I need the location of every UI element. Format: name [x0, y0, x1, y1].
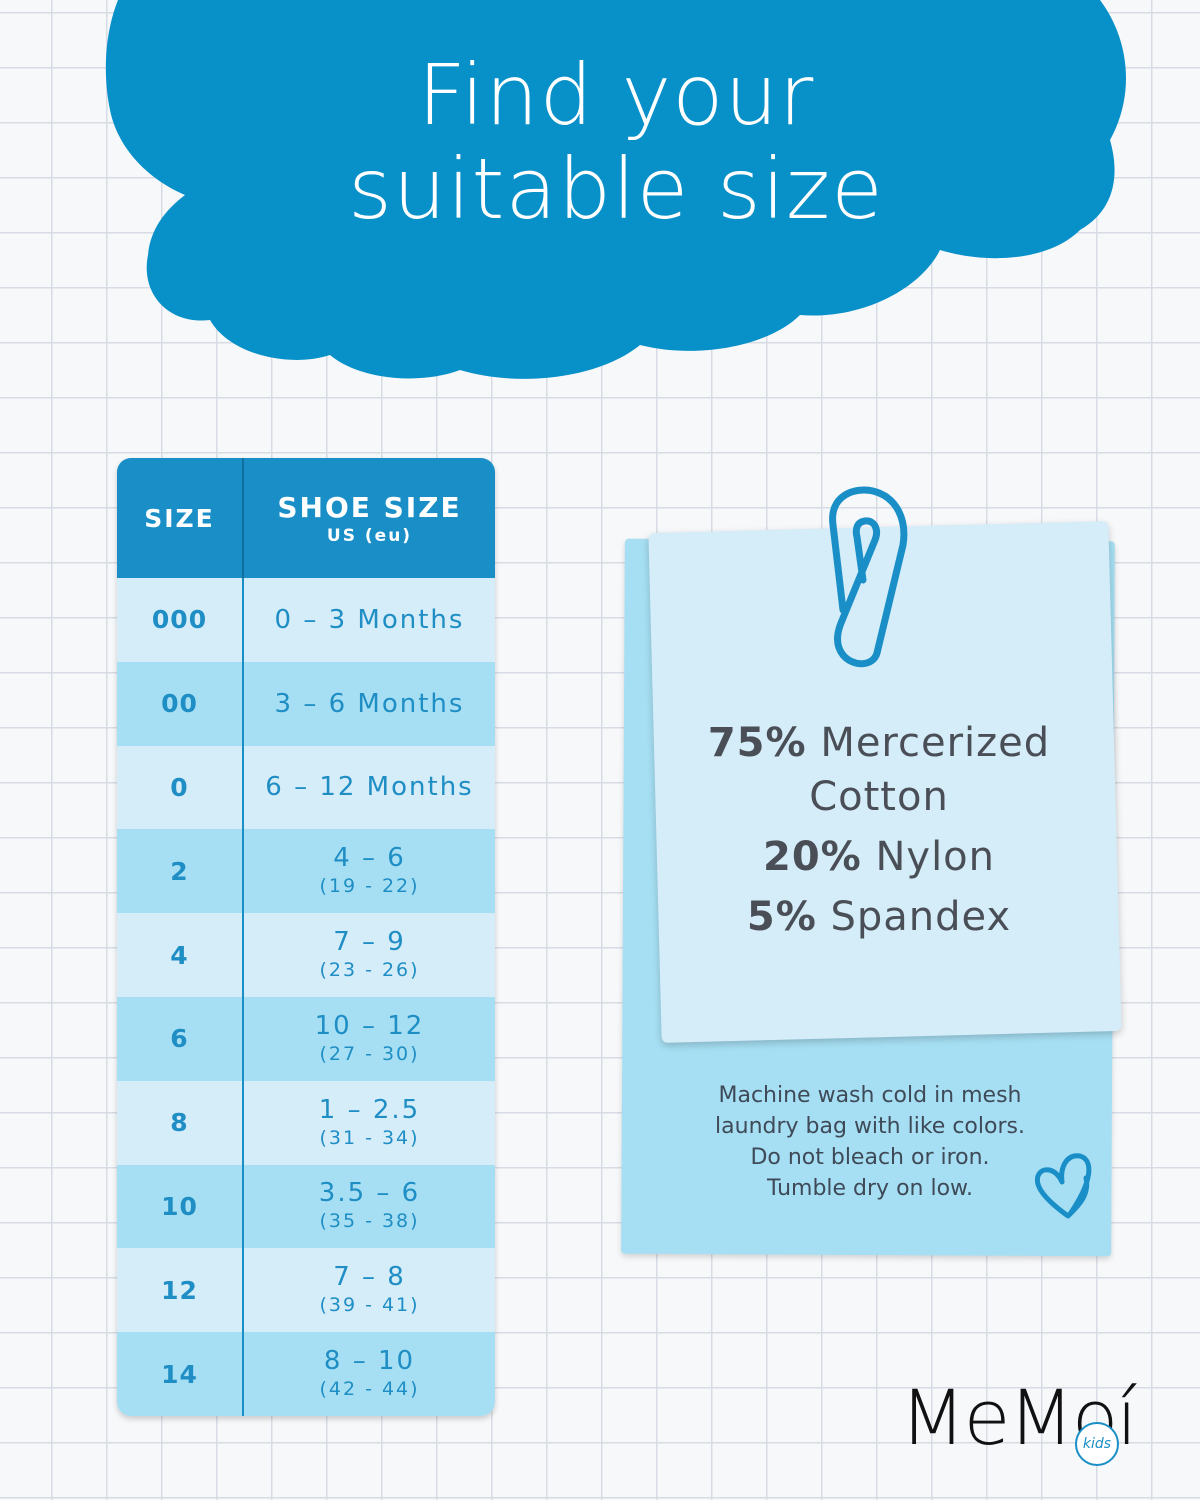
size-cell: 14 — [117, 1332, 244, 1416]
header-shoe-label: SHOE SIZE — [277, 490, 462, 524]
shoe-size-cell: 3.5 – 6 (35 - 38) — [244, 1165, 495, 1249]
table-row: 10 3.5 – 6 (35 - 38) — [117, 1164, 495, 1249]
material-cotton: 75% Mercerized — [640, 716, 1118, 770]
care-line-2: laundry bag with like colors. — [715, 1114, 1025, 1139]
care-line-1: Machine wash cold in mesh — [718, 1083, 1022, 1108]
size-cell: 2 — [117, 829, 244, 914]
size-cell: 0 — [117, 745, 244, 830]
us-size-value: 1 – 2.5 — [318, 1094, 421, 1125]
us-size-value: 0 – 3 Months — [274, 604, 465, 635]
us-size-value: 8 – 10 — [323, 1346, 416, 1377]
eu-size-value: (23 - 26) — [319, 959, 420, 982]
size-cell: 6 — [117, 996, 244, 1081]
page-title: Find your suitable size — [0, 48, 1200, 236]
care-instructions: Machine wash cold in mesh laundry bag wi… — [660, 1080, 1080, 1204]
us-size-value: 7 – 9 — [333, 927, 406, 958]
brand-logo: MeMoí kids — [900, 1378, 1160, 1466]
table-body: 000 0 – 3 Months 00 3 – 6 Months 0 6 – 12 Mon… — [117, 578, 495, 1416]
size-cell: 12 — [117, 1248, 244, 1333]
shoe-size-cell: 7 – 8 (39 - 41) — [244, 1248, 495, 1332]
spandex-name: Spandex — [830, 894, 1012, 940]
eu-size-value: (35 - 38) — [319, 1210, 420, 1233]
table-row: 0 6 – 12 Months — [117, 745, 495, 830]
size-cell: 00 — [117, 661, 244, 746]
us-size-value: 4 – 6 — [333, 843, 406, 874]
table-row: 000 0 – 3 Months — [117, 578, 495, 662]
table-row: 14 8 – 10 (42 - 44) — [117, 1332, 495, 1416]
shoe-size-cell: 7 – 9 (23 - 26) — [244, 913, 495, 997]
cotton-percent: 75% — [707, 720, 807, 766]
us-size-value: 3.5 – 6 — [318, 1178, 421, 1209]
cotton-name: Mercerized — [820, 720, 1051, 766]
title-line-2: suitable size — [348, 140, 884, 238]
size-chart-table: SIZE SHOE SIZE US (eu) 000 0 – 3 Months 00… — [117, 458, 495, 1416]
eu-size-value: (39 - 41) — [319, 1294, 420, 1317]
eu-size-value: (19 - 22) — [319, 875, 420, 898]
spandex-percent: 5% — [746, 894, 817, 940]
material-nylon: 20% Nylon — [640, 830, 1118, 884]
shoe-size-cell: 0 – 3 Months — [244, 578, 495, 662]
table-header: SIZE SHOE SIZE US (eu) — [117, 458, 495, 578]
material-spandex: 5% Spandex — [640, 890, 1118, 944]
table-row: 6 10 – 12 (27 - 30) — [117, 996, 495, 1081]
title-line-1: Find your — [417, 46, 815, 144]
nylon-name: Nylon — [875, 834, 995, 880]
shoe-size-cell: 1 – 2.5 (31 - 34) — [244, 1081, 495, 1165]
header-shoe-sublabel: US (eu) — [326, 525, 413, 546]
eu-size-value: (31 - 34) — [319, 1126, 420, 1149]
care-line-4: Tumble dry on low. — [766, 1176, 974, 1201]
shoe-size-cell: 8 – 10 (42 - 44) — [244, 1332, 495, 1416]
shoe-size-cell: 10 – 12 (27 - 30) — [244, 997, 495, 1081]
shoe-size-cell: 4 – 6 (19 - 22) — [244, 829, 495, 913]
us-size-value: 10 – 12 — [314, 1010, 425, 1041]
header-size-label: SIZE — [144, 503, 215, 533]
size-cell: 10 — [117, 1164, 244, 1249]
header-shoe-cell: SHOE SIZE US (eu) — [244, 458, 495, 578]
table-row: 00 3 – 6 Months — [117, 661, 495, 746]
logo-kids-badge: kids — [1075, 1422, 1119, 1466]
table-row: 12 7 – 8 (39 - 41) — [117, 1248, 495, 1333]
us-size-value: 7 – 8 — [333, 1262, 406, 1293]
material-composition: 75% Mercerized Cotton 20% Nylon 5% Spand… — [640, 716, 1118, 950]
eu-size-value: (42 - 44) — [319, 1378, 420, 1401]
nylon-percent: 20% — [763, 834, 862, 880]
us-size-value: 3 – 6 Months — [274, 688, 465, 719]
eu-size-value: (27 - 30) — [319, 1042, 420, 1065]
size-cell: 000 — [117, 578, 244, 662]
paperclip-icon — [829, 486, 908, 668]
cloud-banner — [105, 0, 1127, 379]
shoe-size-cell: 3 – 6 Months — [244, 662, 495, 746]
size-cell: 4 — [117, 913, 244, 997]
material-cotton-line2: Cotton — [809, 774, 949, 820]
us-size-value: 6 – 12 Months — [265, 772, 474, 803]
size-cell: 8 — [117, 1080, 244, 1165]
header-size-cell: SIZE — [117, 458, 244, 578]
care-line-3: Do not bleach or iron. — [750, 1145, 990, 1170]
heart-doodle-icon — [1034, 1153, 1092, 1219]
shoe-size-cell: 6 – 12 Months — [244, 746, 495, 830]
